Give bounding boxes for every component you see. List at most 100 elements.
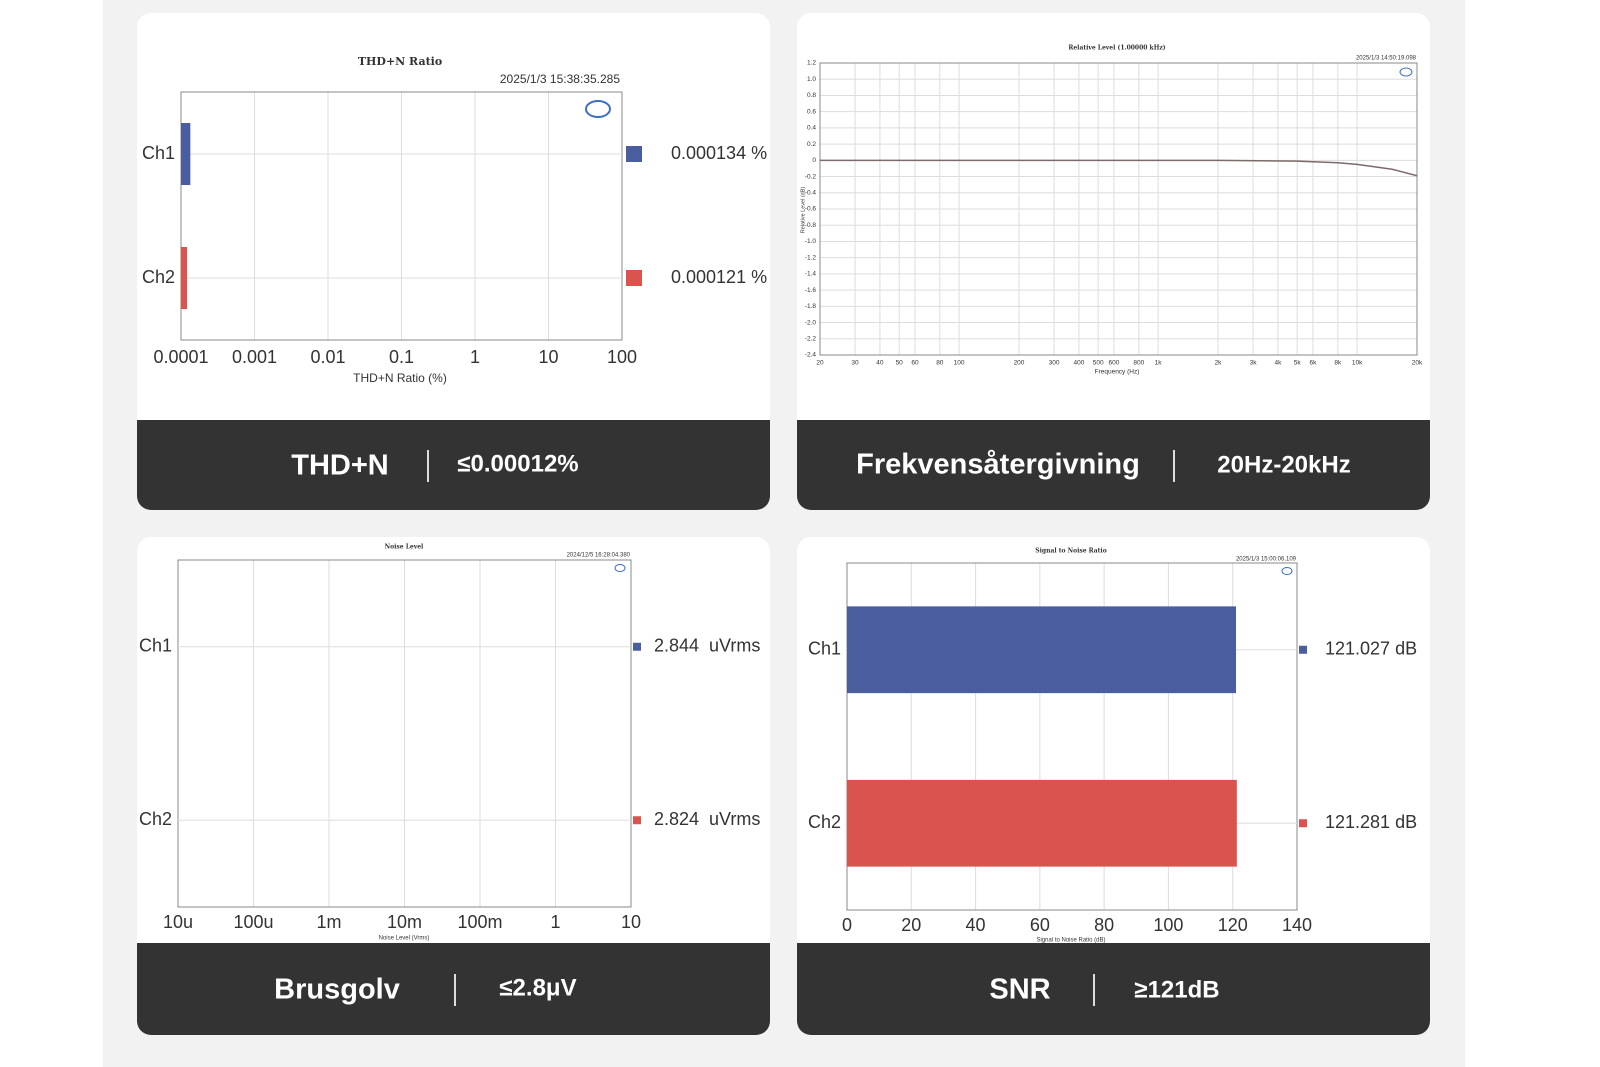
x-tick-label: 8k — [1334, 360, 1342, 367]
x-tick-label: 6k — [1310, 360, 1318, 367]
y-tick-label: -1.4 — [805, 271, 817, 278]
x-tick-label: 10 — [621, 912, 641, 932]
card-footer — [797, 420, 1430, 510]
card-footer — [137, 420, 770, 510]
card-spec: ≥121dB — [1134, 976, 1219, 1003]
y-tick-label: 1.0 — [807, 76, 816, 83]
chart-title: Relative Level (1.00000 kHz) — [1068, 45, 1165, 52]
x-tick-label: 600 — [1109, 360, 1120, 367]
y-tick-label: -2.0 — [805, 319, 817, 326]
x-tick-label: 0.01 — [310, 347, 345, 367]
x-tick-label: 0.1 — [389, 347, 414, 367]
x-tick-label: 60 — [911, 360, 919, 367]
logo — [585, 100, 611, 118]
x-tick-label: 140 — [1282, 915, 1312, 935]
x-tick-label: 0.001 — [232, 347, 277, 367]
x-tick-label: 10u — [163, 912, 193, 932]
y-tick-label: -0.2 — [805, 173, 817, 180]
x-tick-label: 2k — [1215, 360, 1223, 367]
value-label: 0.000121 % — [671, 267, 767, 287]
bar — [847, 779, 1237, 867]
x-tick-label: 10m — [387, 912, 422, 932]
legend-swatch — [1299, 819, 1307, 828]
x-tick-label: 1 — [550, 912, 560, 932]
category-label: Ch2 — [808, 812, 841, 832]
y-tick-label: 0.8 — [807, 92, 816, 99]
x-tick-label: 60 — [1030, 915, 1050, 935]
value-label: 121.027 dB — [1325, 639, 1417, 659]
x-tick-label: 20k — [1412, 360, 1423, 367]
value-label: 121.281 dB — [1325, 812, 1417, 832]
x-tick-label: 10 — [538, 347, 558, 367]
y-tick-label: -1.8 — [805, 303, 817, 310]
y-tick-label: 0 — [812, 157, 816, 164]
plot-frame — [846, 562, 1298, 911]
x-tick-label: 100u — [233, 912, 273, 932]
category-label: Ch1 — [139, 636, 172, 656]
card-spec: ≤0.00012% — [457, 450, 578, 477]
x-tick-label: 20 — [901, 915, 921, 935]
chart-title: THD+N Ratio — [358, 55, 442, 68]
x-tick-label: 300 — [1049, 360, 1060, 367]
legend-swatch — [626, 146, 642, 162]
y-tick-label: -0.8 — [805, 222, 817, 229]
chart-title: Signal to Noise Ratio — [1035, 548, 1106, 555]
x-tick-label: 100 — [1153, 915, 1183, 935]
card: Brusgolv ≤2.8μV — [137, 537, 770, 1035]
card-body — [137, 13, 770, 510]
card-label: SNR — [989, 974, 1050, 1006]
logo — [1399, 67, 1413, 77]
x-tick-label: 0.0001 — [153, 347, 208, 367]
x-axis-label: Noise Level (Vrms) — [379, 936, 430, 942]
y-axis-label: Relative Level (dB) — [800, 187, 806, 234]
x-tick-label: 800 — [1133, 360, 1144, 367]
y-tick-label: 0.2 — [807, 141, 816, 148]
timestamp: 2025/1/3 15:38:35.285 — [500, 72, 620, 86]
x-tick-label: 400 — [1073, 360, 1084, 367]
y-tick-label: -1.6 — [805, 287, 817, 294]
logo — [1281, 567, 1293, 575]
x-tick-label: 40 — [876, 360, 884, 367]
x-tick-label: 100 — [954, 360, 965, 367]
card: THD+N ≤0.00012% — [137, 13, 770, 510]
x-tick-label: 80 — [1094, 915, 1114, 935]
bar — [181, 247, 188, 309]
y-tick-label: -2.4 — [805, 352, 817, 359]
plot-frame — [180, 91, 623, 341]
timestamp: 2025/1/3 14:50:19.098 — [1356, 56, 1417, 62]
plot-frame — [819, 62, 1418, 356]
legend-swatch — [633, 816, 641, 825]
x-tick-label: 200 — [1014, 360, 1025, 367]
category-label: Ch1 — [808, 639, 841, 659]
x-tick-label: 3k — [1250, 360, 1258, 367]
value-label: 2.824 uVrms — [654, 809, 760, 829]
y-tick-label: -1.2 — [805, 254, 817, 261]
logo — [614, 564, 626, 572]
y-tick-label: -0.6 — [805, 206, 817, 213]
x-axis-label: THD+N Ratio (%) — [353, 371, 447, 385]
x-tick-label: 40 — [966, 915, 986, 935]
x-tick-label: 4k — [1274, 360, 1282, 367]
bar — [181, 123, 191, 185]
x-tick-label: 20 — [816, 360, 824, 367]
x-tick-label: 100m — [457, 912, 502, 932]
value-label: 0.000134 % — [671, 143, 767, 163]
card-footer — [137, 943, 770, 1035]
card-label: Frekvensåtergivning — [856, 449, 1140, 481]
timestamp: 2024/12/5 16:28:04.380 — [567, 553, 631, 559]
legend-swatch — [626, 270, 642, 286]
y-tick-label: 0.4 — [807, 125, 816, 132]
line — [820, 159, 1418, 177]
y-tick-label: -1.0 — [805, 238, 817, 245]
y-tick-label: -0.4 — [805, 189, 817, 196]
x-axis-label: Signal to Noise Ratio (dB) — [1036, 938, 1105, 944]
x-tick-label: 10k — [1352, 360, 1363, 367]
logos — [585, 67, 1413, 575]
x-tick-label: 120 — [1218, 915, 1248, 935]
legend-swatch — [1299, 645, 1307, 654]
category-label: Ch2 — [139, 809, 172, 829]
chart-title: Noise Level — [385, 544, 424, 551]
x-tick-label: 50 — [896, 360, 904, 367]
